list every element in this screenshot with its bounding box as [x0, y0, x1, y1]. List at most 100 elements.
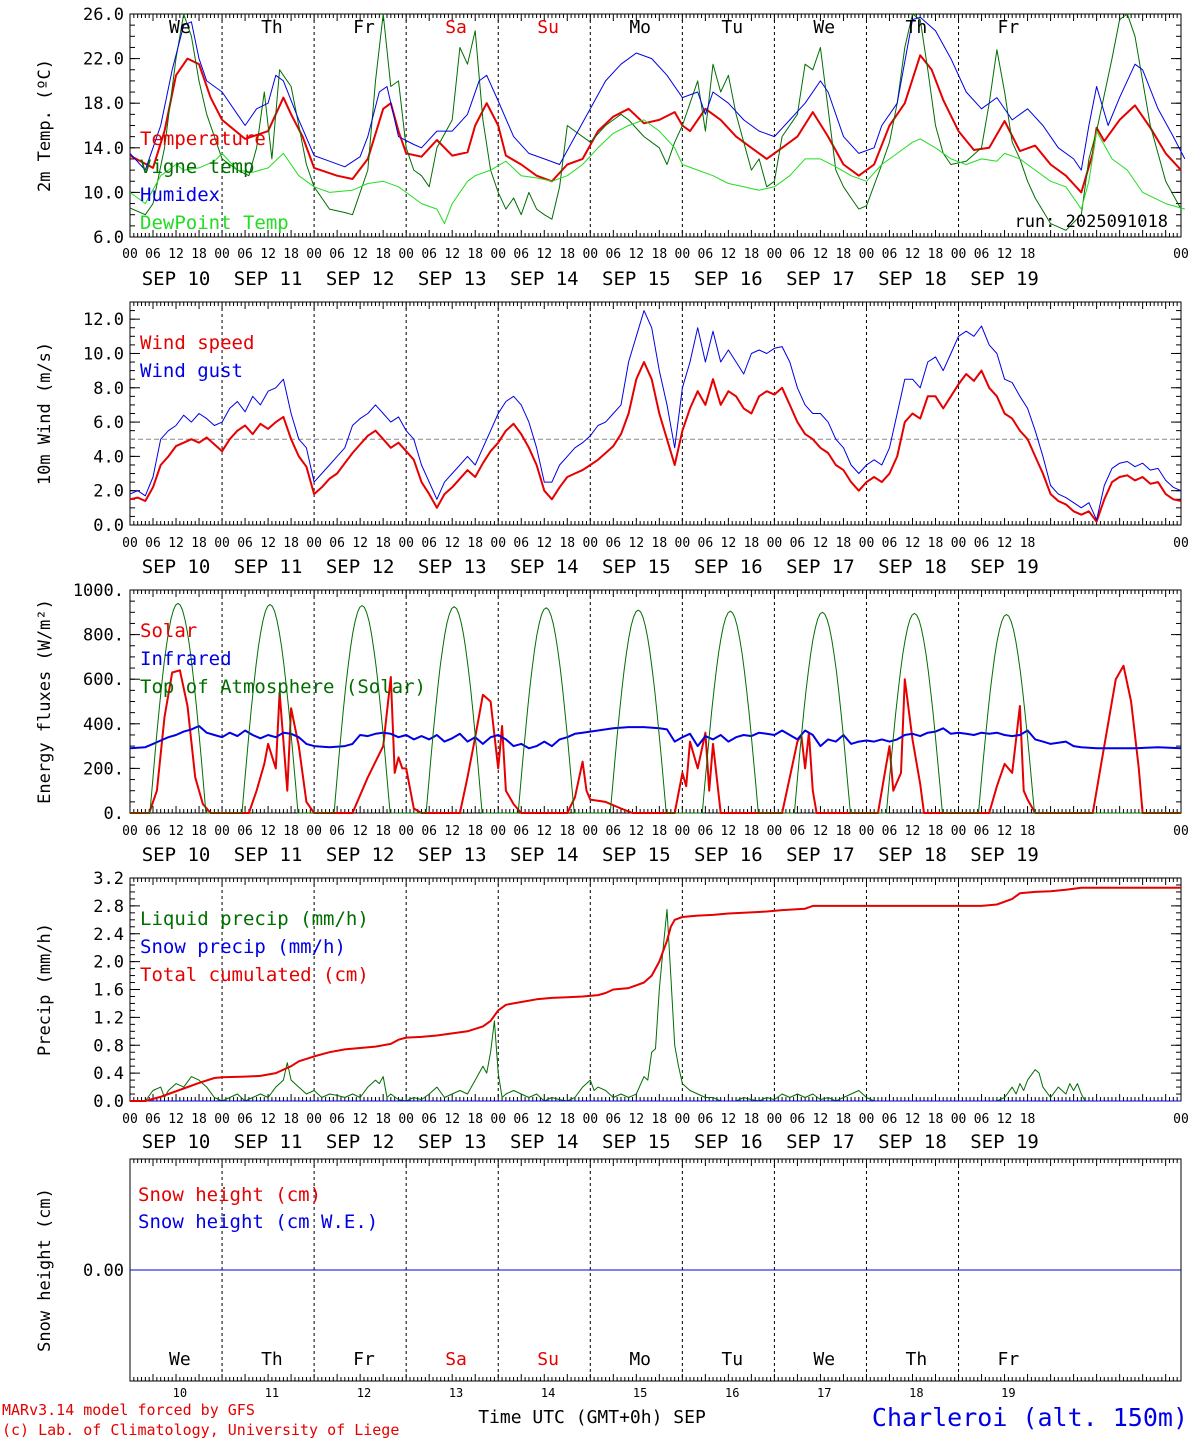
hour-tick-label: 12: [536, 247, 552, 262]
hour-tick-label: 00: [951, 536, 967, 551]
hour-tick-label: 00: [398, 1112, 414, 1127]
day-name-label: Fr: [998, 1349, 1020, 1370]
hour-tick-label: 12: [536, 1112, 552, 1127]
y-axis-label: Energy fluxes (W/m²): [35, 599, 55, 804]
hour-tick-label: 06: [237, 824, 253, 839]
y-tick-label: 1000.: [73, 581, 124, 601]
hour-tick-label: 00: [490, 247, 506, 262]
series-line-top-of-atmosphere-solar-: [130, 602, 1181, 814]
day-number-label: 11: [265, 1386, 279, 1400]
date-label: SEP 18: [878, 844, 947, 866]
date-label: SEP 15: [602, 268, 671, 290]
date-label: SEP 16: [694, 268, 763, 290]
legend-entry: Wind gust: [140, 360, 243, 382]
series-line-total-cumulated-cm-: [130, 886, 1181, 1102]
hour-tick-label: 12: [168, 536, 184, 551]
y-tick-label: 26.0: [83, 5, 124, 25]
hour-tick-label: 06: [513, 247, 529, 262]
y-tick-label: 22.0: [83, 50, 124, 70]
y-tick-label: 0.00: [83, 1261, 124, 1281]
date-label: SEP 11: [234, 556, 303, 578]
hour-tick-label: 00: [582, 824, 598, 839]
date-label: SEP 10: [142, 556, 211, 578]
y-tick-label: 200.: [83, 759, 124, 779]
hour-tick-label: 18: [652, 1112, 668, 1127]
series-line-wind-gust: [129, 310, 1182, 521]
series-line-vigne-temp: [129, 13, 1182, 231]
legend-entry: Snow precip (mm/h): [140, 936, 346, 958]
date-label: SEP 12: [326, 268, 395, 290]
y-tick-label: 0.0: [93, 1092, 124, 1112]
hour-tick-label: 06: [421, 1112, 437, 1127]
hour-tick-label: 00: [306, 536, 322, 551]
hour-tick-label: 18: [283, 247, 299, 262]
hour-tick-label: 00: [214, 536, 230, 551]
hour-tick-label: 00: [306, 1112, 322, 1127]
hour-tick-label: 00: [214, 1112, 230, 1127]
day-number-label: 15: [633, 1386, 647, 1400]
hour-tick-label: 00: [582, 536, 598, 551]
hour-tick-label: 00: [1173, 1112, 1189, 1127]
date-label: SEP 18: [878, 268, 947, 290]
hour-tick-label: 00: [767, 824, 783, 839]
hour-tick-label: 06: [421, 536, 437, 551]
day-name-label: Tu: [721, 1349, 743, 1370]
day-name-label: We: [813, 17, 835, 38]
hour-tick-label: 00: [675, 824, 691, 839]
date-label: SEP 16: [694, 556, 763, 578]
hour-tick-label: 12: [905, 1112, 921, 1127]
day-number-label: 14: [541, 1386, 555, 1400]
y-tick-label: 12.0: [83, 310, 124, 330]
hour-tick-label: 18: [467, 1112, 483, 1127]
hour-tick-label: 00: [122, 824, 138, 839]
legend-entry: Total cumulated (cm): [140, 964, 369, 986]
date-label: SEP 14: [510, 844, 579, 866]
hour-tick-label: 06: [421, 247, 437, 262]
date-label: SEP 19: [970, 844, 1039, 866]
date-label: SEP 17: [786, 844, 855, 866]
hour-tick-label: 00: [859, 824, 875, 839]
hour-tick-label: 18: [928, 247, 944, 262]
hour-tick-label: 18: [928, 1112, 944, 1127]
y-tick-label: 6.0: [93, 413, 124, 433]
legend-entry: DewPoint Temp: [140, 212, 289, 234]
hour-tick-label: 12: [997, 824, 1013, 839]
hour-tick-label: 12: [721, 536, 737, 551]
hour-tick-label: 18: [652, 247, 668, 262]
day-name-label: Mo: [629, 1349, 651, 1370]
hour-tick-label: 18: [928, 536, 944, 551]
day-name-label: We: [813, 1349, 835, 1370]
hour-tick-label: 00: [767, 1112, 783, 1127]
hour-tick-label: 18: [1020, 1112, 1036, 1127]
hour-tick-label: 12: [260, 1112, 276, 1127]
date-label: SEP 13: [418, 844, 487, 866]
date-label: SEP 12: [326, 1131, 395, 1153]
legend-entry: Liquid precip (mm/h): [140, 908, 369, 930]
x-axis-label: Time UTC (GMT+0h) SEP: [478, 1407, 706, 1428]
hour-tick-label: 00: [951, 824, 967, 839]
hour-tick-label: 06: [698, 247, 714, 262]
y-tick-label: 14.0: [83, 139, 124, 159]
hour-tick-label: 12: [536, 824, 552, 839]
day-number-label: 17: [817, 1386, 831, 1400]
date-label: SEP 19: [970, 1131, 1039, 1153]
hour-tick-label: 12: [352, 536, 368, 551]
date-label: SEP 16: [694, 844, 763, 866]
y-axis-label: Precip (mm/h): [35, 923, 55, 1056]
hour-tick-label: 18: [836, 247, 852, 262]
date-label: SEP 13: [418, 556, 487, 578]
hour-tick-label: 00: [951, 247, 967, 262]
hour-tick-label: 00: [398, 824, 414, 839]
y-tick-label: 6.0: [93, 228, 124, 248]
hour-tick-label: 18: [191, 824, 207, 839]
hour-tick-label: 18: [559, 1112, 575, 1127]
date-label: SEP 13: [418, 268, 487, 290]
hour-tick-label: 12: [168, 247, 184, 262]
hour-tick-label: 18: [191, 1112, 207, 1127]
y-axis-label: Snow height (cm): [35, 1188, 55, 1352]
legend-entry: Snow height (cm): [138, 1184, 321, 1206]
day-name-label: Sa: [445, 1349, 467, 1370]
hour-tick-label: 06: [145, 1112, 161, 1127]
day-name-label: Su: [537, 17, 559, 38]
